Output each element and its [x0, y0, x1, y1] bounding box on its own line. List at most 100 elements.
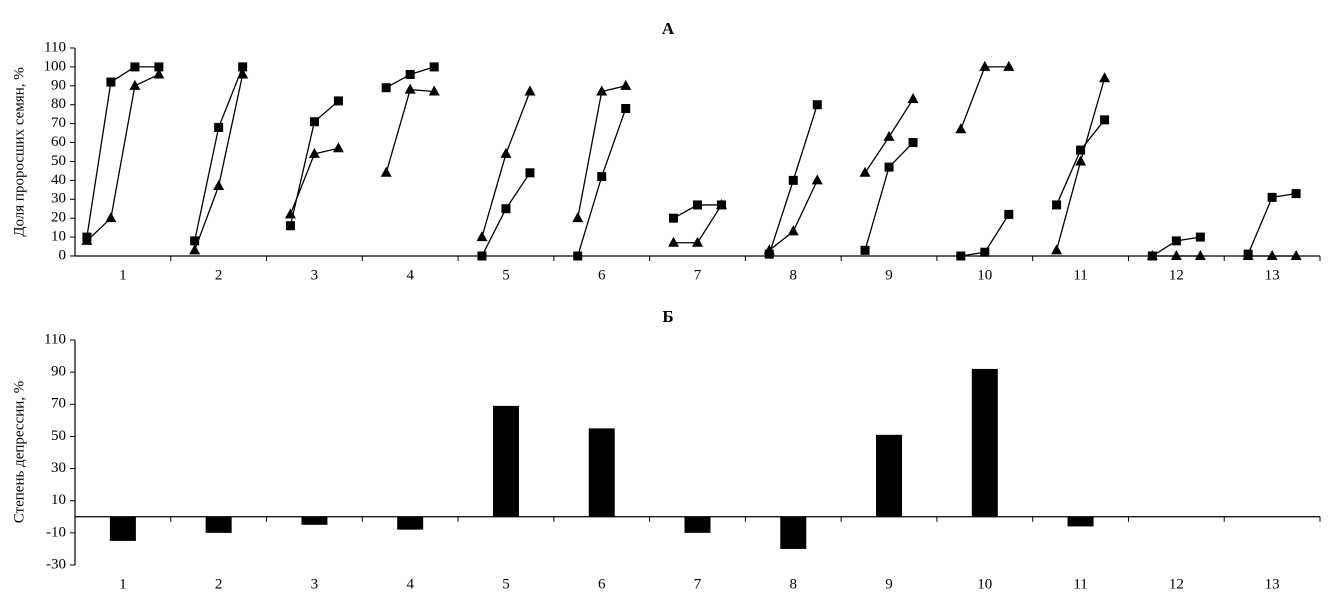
x-tick-label: 4	[406, 576, 414, 592]
series-line	[960, 66, 1009, 130]
square-marker	[956, 251, 966, 261]
triangle-marker	[883, 130, 895, 141]
y-tick-label: 90	[51, 77, 66, 93]
series-line	[86, 66, 159, 238]
bar	[876, 434, 903, 517]
series-line	[86, 73, 160, 242]
triangle-marker	[308, 147, 320, 158]
y-tick-label: 0	[59, 247, 67, 263]
square-marker	[1076, 145, 1086, 155]
x-tick-label: 7	[694, 576, 702, 592]
x-tick-label: 1	[119, 576, 127, 592]
y-tick-label: 10	[51, 229, 66, 245]
x-tick-label: 9	[885, 576, 893, 592]
square-marker	[621, 104, 631, 114]
y-tick-label: 80	[51, 96, 66, 112]
x-tick-label: 6	[598, 267, 606, 283]
y-axis-label: Степень депрессии, %	[11, 381, 27, 524]
square-marker	[788, 175, 798, 185]
triangle-marker	[1266, 250, 1278, 260]
y-tick-label: 50	[51, 153, 66, 169]
x-tick-label: 13	[1265, 267, 1280, 283]
square-marker	[812, 100, 822, 110]
series-line	[768, 180, 818, 251]
chart-title: Б	[662, 307, 673, 326]
bar	[684, 516, 711, 533]
triangle-marker	[1099, 72, 1111, 83]
series-line	[577, 85, 626, 219]
square-marker	[1052, 200, 1062, 210]
triangle-marker	[1003, 60, 1015, 71]
y-tick-label: 70	[51, 396, 66, 412]
x-tick-label: 10	[977, 267, 992, 283]
series-line	[194, 66, 244, 242]
triangle-marker	[332, 142, 344, 153]
y-tick-label: -30	[46, 556, 66, 572]
y-tick-label: 70	[51, 115, 66, 131]
triangle-marker	[1170, 250, 1182, 260]
series-line	[481, 91, 531, 238]
triangle-marker	[284, 208, 296, 219]
x-tick-label: 8	[790, 576, 798, 592]
square-marker	[1267, 192, 1277, 202]
square-marker	[860, 245, 870, 255]
x-tick-label: 1	[119, 267, 127, 283]
square-marker	[1291, 189, 1301, 199]
bar	[397, 516, 424, 530]
triangle-marker	[213, 180, 225, 191]
bar	[109, 516, 136, 541]
triangle-marker	[955, 123, 967, 134]
triangle-marker	[620, 79, 632, 90]
x-tick-label: 6	[598, 576, 606, 592]
x-tick-label: 12	[1169, 267, 1184, 283]
series-line	[289, 147, 339, 215]
x-tick-label: 5	[502, 576, 510, 592]
series-line	[1247, 192, 1297, 255]
triangle-marker	[572, 212, 584, 223]
square-marker	[429, 62, 439, 72]
x-tick-label: 13	[1265, 576, 1280, 592]
series-line	[194, 74, 244, 251]
triangle-marker	[524, 85, 536, 96]
square-marker	[285, 221, 295, 231]
square-marker	[381, 83, 391, 93]
y-tick-label: 40	[51, 172, 66, 188]
y-tick-label: -10	[46, 524, 66, 540]
square-marker	[1004, 209, 1014, 219]
square-marker	[501, 204, 511, 214]
series-line	[864, 142, 914, 251]
x-tick-label: 3	[311, 576, 319, 592]
triangle-marker	[668, 236, 679, 247]
y-axis-label: Доля проросших семян, %	[11, 67, 27, 236]
triangle-marker	[500, 147, 512, 158]
triangle-marker	[428, 85, 440, 96]
square-marker	[884, 162, 894, 172]
triangle-marker	[476, 231, 488, 242]
triangle-marker	[763, 244, 775, 255]
triangle-marker	[380, 166, 392, 177]
triangle-marker	[189, 244, 201, 255]
x-tick-label: 3	[311, 267, 319, 283]
x-tick-label: 2	[215, 267, 223, 283]
x-tick-label: 10	[977, 576, 992, 592]
square-marker	[1100, 115, 1110, 125]
square-marker	[405, 69, 415, 79]
square-marker	[106, 77, 116, 87]
triangle-marker	[979, 60, 991, 71]
x-tick-label: 2	[215, 576, 223, 592]
triangle-marker	[1146, 250, 1158, 260]
x-tick-label: 4	[406, 267, 414, 283]
triangle-marker	[1242, 250, 1254, 260]
y-tick-label: 30	[51, 191, 66, 207]
y-tick-label: 110	[44, 331, 66, 347]
triangle-marker	[153, 68, 165, 79]
triangle-marker	[811, 174, 823, 185]
triangle-marker	[1290, 250, 1302, 260]
square-marker	[1171, 236, 1181, 246]
triangle-marker	[596, 85, 608, 96]
square-marker	[238, 62, 248, 72]
bar	[301, 516, 328, 525]
square-marker	[154, 62, 164, 72]
bar	[1067, 516, 1094, 527]
